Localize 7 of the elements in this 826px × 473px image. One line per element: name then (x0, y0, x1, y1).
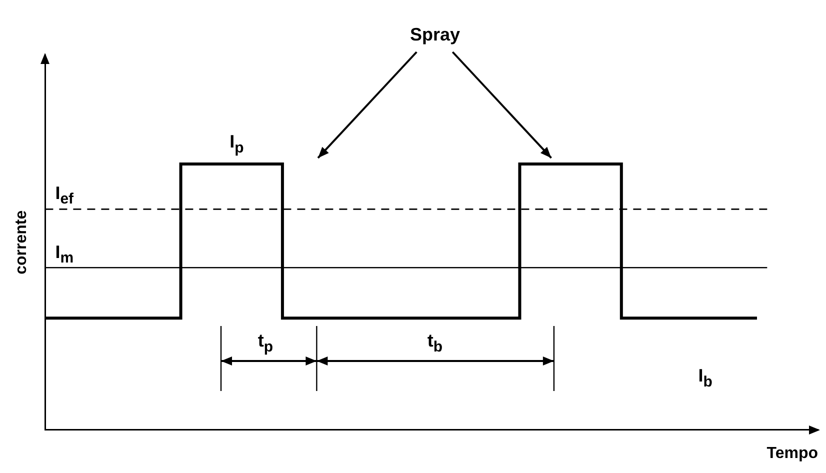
y-axis-title: corrente (13, 210, 30, 274)
text: Spray (410, 24, 460, 46)
x-axis-title: Tempo (766, 444, 818, 462)
text: I$_{p}$ (230, 132, 244, 156)
ref-line-label: I$_{ef}$ (55, 183, 74, 208)
ref-line-label: I$_{m}$ (55, 242, 74, 266)
annotation: I$_{b}$ (698, 366, 712, 390)
